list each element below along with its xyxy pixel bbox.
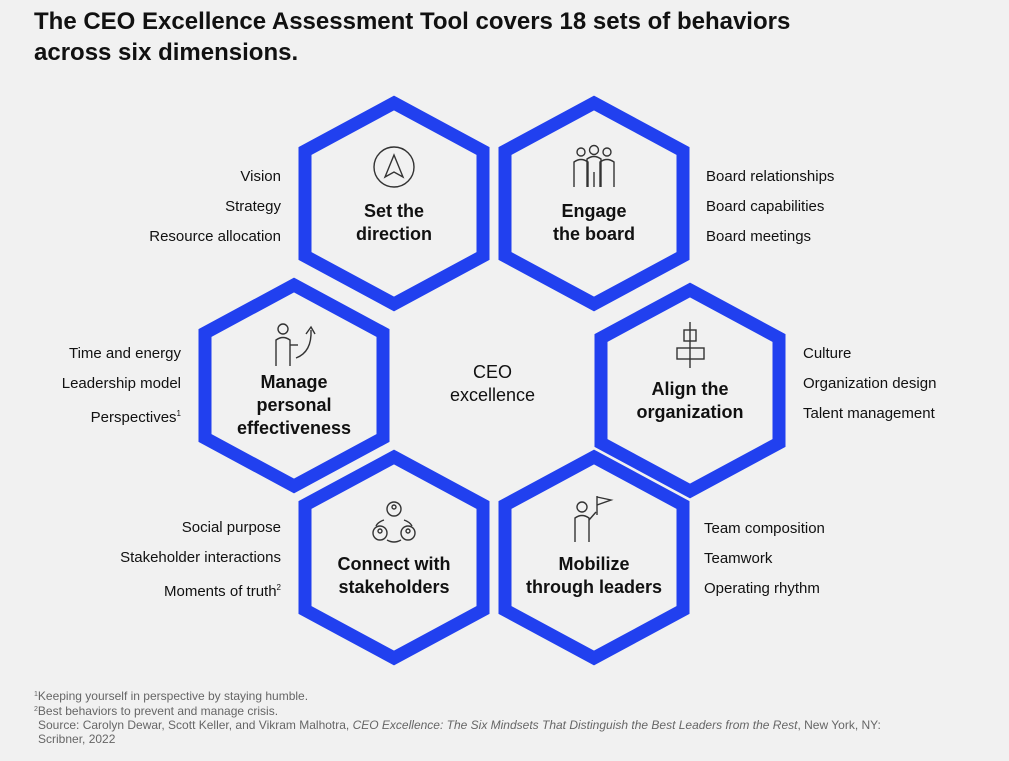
- behavior-item: Stakeholder interactions: [120, 549, 281, 566]
- behavior-item: Vision: [240, 168, 281, 185]
- hex-manage-personal-effectiveness: [198, 277, 390, 494]
- center-label: CEO excellence: [420, 361, 565, 407]
- behavior-item: Talent management: [803, 405, 935, 422]
- hex-engage-the-board: [498, 95, 690, 312]
- label-line: personal: [256, 395, 332, 415]
- footnotes: 1Keeping yourself in perspective by stay…: [34, 688, 984, 746]
- behavior-item: Leadership model: [61, 375, 181, 392]
- label-line: stakeholders: [338, 577, 450, 597]
- behavior-item: Teamwork: [704, 550, 773, 567]
- behaviors-set-the-direction: Vision Strategy Resource allocation: [149, 162, 281, 252]
- behavior-text: Moments of truth: [164, 583, 277, 600]
- behaviors-connect-with-stakeholders: Social purpose Stakeholder interactions …: [120, 513, 281, 607]
- hex-connect-with-stakeholders: [298, 449, 490, 666]
- dimension-label-align-the-organization: Align the organization: [605, 378, 775, 424]
- title-line-2: across six dimensions.: [34, 39, 299, 66]
- behaviors-align-the-organization: Culture Organization design Talent manag…: [803, 339, 936, 429]
- label-line: effectiveness: [236, 418, 352, 438]
- dimension-label-mobilize-through-leaders: Mobilize through leaders: [509, 553, 679, 599]
- behavior-item: Team composition: [704, 520, 825, 537]
- chart-title: The CEO Excellence Assessment Tool cover…: [34, 6, 934, 68]
- center-line: CEO: [472, 362, 512, 382]
- behaviors-engage-the-board: Board relationships Board capabilities B…: [706, 162, 834, 252]
- source-title: CEO Excellence: The Six Mindsets That Di…: [352, 718, 798, 732]
- hex-set-the-direction: [298, 95, 490, 312]
- footnote-mark: 2: [276, 583, 281, 592]
- dimension-label-engage-the-board: Engage the board: [509, 200, 679, 246]
- center-line: excellence: [449, 385, 536, 405]
- leader-flag-icon: [574, 496, 614, 542]
- label-line: Align the: [651, 379, 729, 399]
- behavior-item: Perspectives1: [62, 399, 181, 433]
- footnote-2: 2Best behaviors to prevent and manage cr…: [34, 703, 984, 718]
- behavior-item: Resource allocation: [149, 228, 281, 245]
- footnote-mark: 2: [34, 706, 38, 713]
- label-line: through leaders: [525, 577, 663, 597]
- behavior-item: Time and energy: [68, 345, 181, 362]
- hex-mobilize-through-leaders: [498, 449, 690, 666]
- behavior-item: Organization design: [803, 375, 937, 392]
- footnote-mark: 1: [34, 691, 38, 698]
- behavior-text: Perspectives: [90, 409, 177, 426]
- compass-arrow-icon: [373, 146, 415, 188]
- label-line: Connect with: [337, 554, 451, 574]
- label-line: organization: [636, 402, 744, 422]
- behavior-item: Board meetings: [706, 228, 812, 245]
- behavior-item: Strategy: [225, 198, 281, 215]
- source-suffix: , New York, NY:: [797, 718, 881, 732]
- footnote-text: Keeping yourself in perspective by stayi…: [37, 689, 309, 703]
- footnote-1: 1Keeping yourself in perspective by stay…: [34, 688, 984, 703]
- behavior-item: Operating rhythm: [704, 580, 820, 597]
- hex-align-the-organization: [594, 282, 786, 499]
- label-line: Set the: [363, 201, 424, 221]
- dimension-label-manage-personal-effectiveness: Manage personal effectiveness: [209, 371, 379, 440]
- source-note: Source: Carolyn Dewar, Scott Keller, and…: [34, 718, 984, 732]
- source-line-2: Scribner, 2022: [38, 732, 116, 746]
- person-growth-icon: [275, 323, 316, 366]
- footnote-text: Best behaviors to prevent and manage cri…: [37, 704, 279, 718]
- behaviors-manage-personal-effectiveness: Time and energy Leadership model Perspec…: [62, 339, 181, 433]
- footnote-mark: 1: [176, 409, 181, 418]
- label-line: direction: [355, 224, 432, 244]
- alignment-blocks-icon: [676, 322, 705, 368]
- behavior-item: Board relationships: [706, 168, 835, 185]
- behavior-item: Social purpose: [181, 519, 281, 536]
- title-line-1: The CEO Excellence Assessment Tool cover…: [34, 8, 791, 35]
- board-people-icon: [573, 144, 615, 187]
- behavior-item: Moments of truth2: [120, 573, 281, 607]
- dimension-label-connect-with-stakeholders: Connect with stakeholders: [309, 553, 479, 599]
- label-line: the board: [552, 224, 635, 244]
- stakeholder-network-icon: [372, 501, 416, 543]
- behavior-item: Culture: [803, 345, 852, 362]
- label-line: Manage: [260, 372, 328, 392]
- label-line: Mobilize: [558, 554, 630, 574]
- source-prefix: Source: Carolyn Dewar, Scott Keller, and…: [38, 718, 353, 732]
- behaviors-mobilize-through-leaders: Team composition Teamwork Operating rhyt…: [704, 514, 825, 604]
- label-line: Engage: [561, 201, 627, 221]
- dimension-label-set-the-direction: Set the direction: [309, 200, 479, 246]
- behavior-item: Board capabilities: [706, 198, 825, 215]
